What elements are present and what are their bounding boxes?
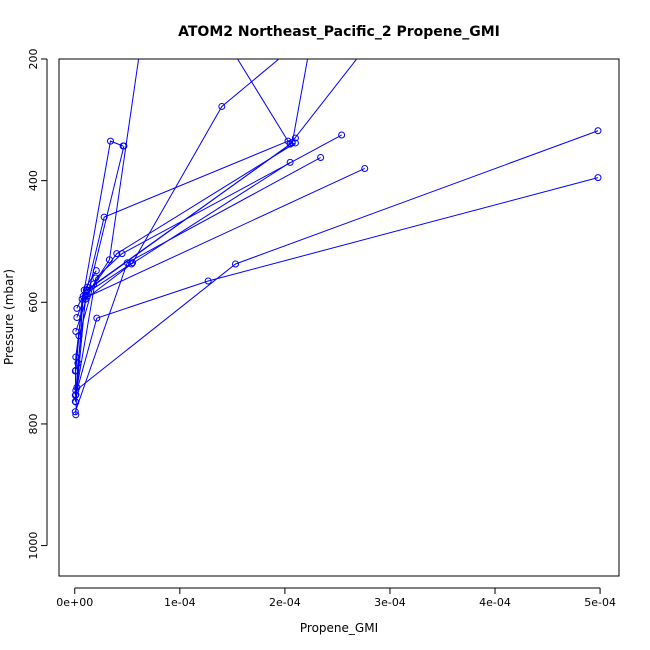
data-point (291, 139, 299, 147)
series-line (74, 157, 321, 412)
data-point (74, 359, 82, 367)
data-point (71, 408, 79, 416)
data-point (129, 259, 137, 267)
data-point (291, 134, 299, 142)
x-tick-label: 0e+00 (56, 596, 93, 609)
data-point (72, 327, 80, 335)
series-line (236, 59, 289, 142)
data-point (288, 139, 296, 147)
y-tick-label: 200 (27, 49, 40, 70)
series-line (74, 59, 280, 402)
series-layer (74, 59, 599, 415)
y-tick-label: 400 (27, 170, 40, 191)
y-axis: 200 400 600 800 1000 (27, 49, 48, 560)
data-point (594, 127, 602, 135)
data-point (72, 391, 80, 399)
y-tick-label: 1000 (27, 532, 40, 560)
x-axis-label: Propene_GMI (300, 621, 378, 635)
data-point (73, 304, 81, 312)
x-tick-label: 4e-04 (479, 596, 511, 609)
series-line (87, 59, 358, 291)
data-point (361, 164, 369, 172)
data-point (317, 154, 325, 162)
x-tick-label: 5e-04 (584, 596, 616, 609)
data-point (90, 280, 98, 288)
data-point (92, 267, 100, 275)
plot-frame (58, 58, 620, 577)
data-point (72, 411, 80, 419)
x-axis: 0e+00 1e-04 2e-04 3e-04 4e-04 5e-04 (56, 587, 616, 609)
data-point (128, 260, 135, 268)
series-line (75, 161, 291, 403)
data-point (120, 142, 128, 150)
data-point (72, 398, 80, 406)
chart-title: ATOM2 Northeast_Pacific_2 Propene_GMI (178, 24, 500, 40)
data-point (92, 274, 100, 282)
data-point (73, 314, 81, 321)
x-tick-label: 2e-04 (269, 596, 301, 609)
data-point (113, 250, 121, 258)
series-line (75, 140, 124, 415)
data-point (72, 353, 80, 361)
data-point (72, 386, 80, 394)
data-point (204, 277, 212, 285)
data-point (123, 259, 131, 267)
data-point (83, 283, 91, 291)
data-point (100, 213, 108, 221)
data-point (106, 137, 114, 145)
data-point (82, 286, 90, 294)
y-tick-label: 800 (27, 413, 40, 434)
series-line (75, 134, 342, 395)
data-point (286, 158, 294, 166)
data-point (78, 295, 86, 303)
data-point (93, 314, 101, 322)
data-point (218, 102, 226, 110)
series-line (86, 59, 309, 291)
series-line (75, 177, 599, 395)
series-line (75, 130, 599, 391)
data-point (232, 260, 240, 268)
data-point (71, 367, 79, 375)
y-tick-label: 600 (27, 292, 40, 313)
data-point (338, 131, 346, 139)
x-tick-label: 3e-04 (374, 596, 406, 609)
series-line (75, 59, 140, 371)
x-tick-label: 1e-04 (164, 596, 196, 609)
data-point (594, 174, 602, 182)
data-point (105, 256, 113, 264)
data-point (118, 250, 126, 258)
y-axis-label: Pressure (mbar) (2, 269, 16, 365)
points-layer (71, 102, 602, 419)
data-point (73, 383, 81, 391)
